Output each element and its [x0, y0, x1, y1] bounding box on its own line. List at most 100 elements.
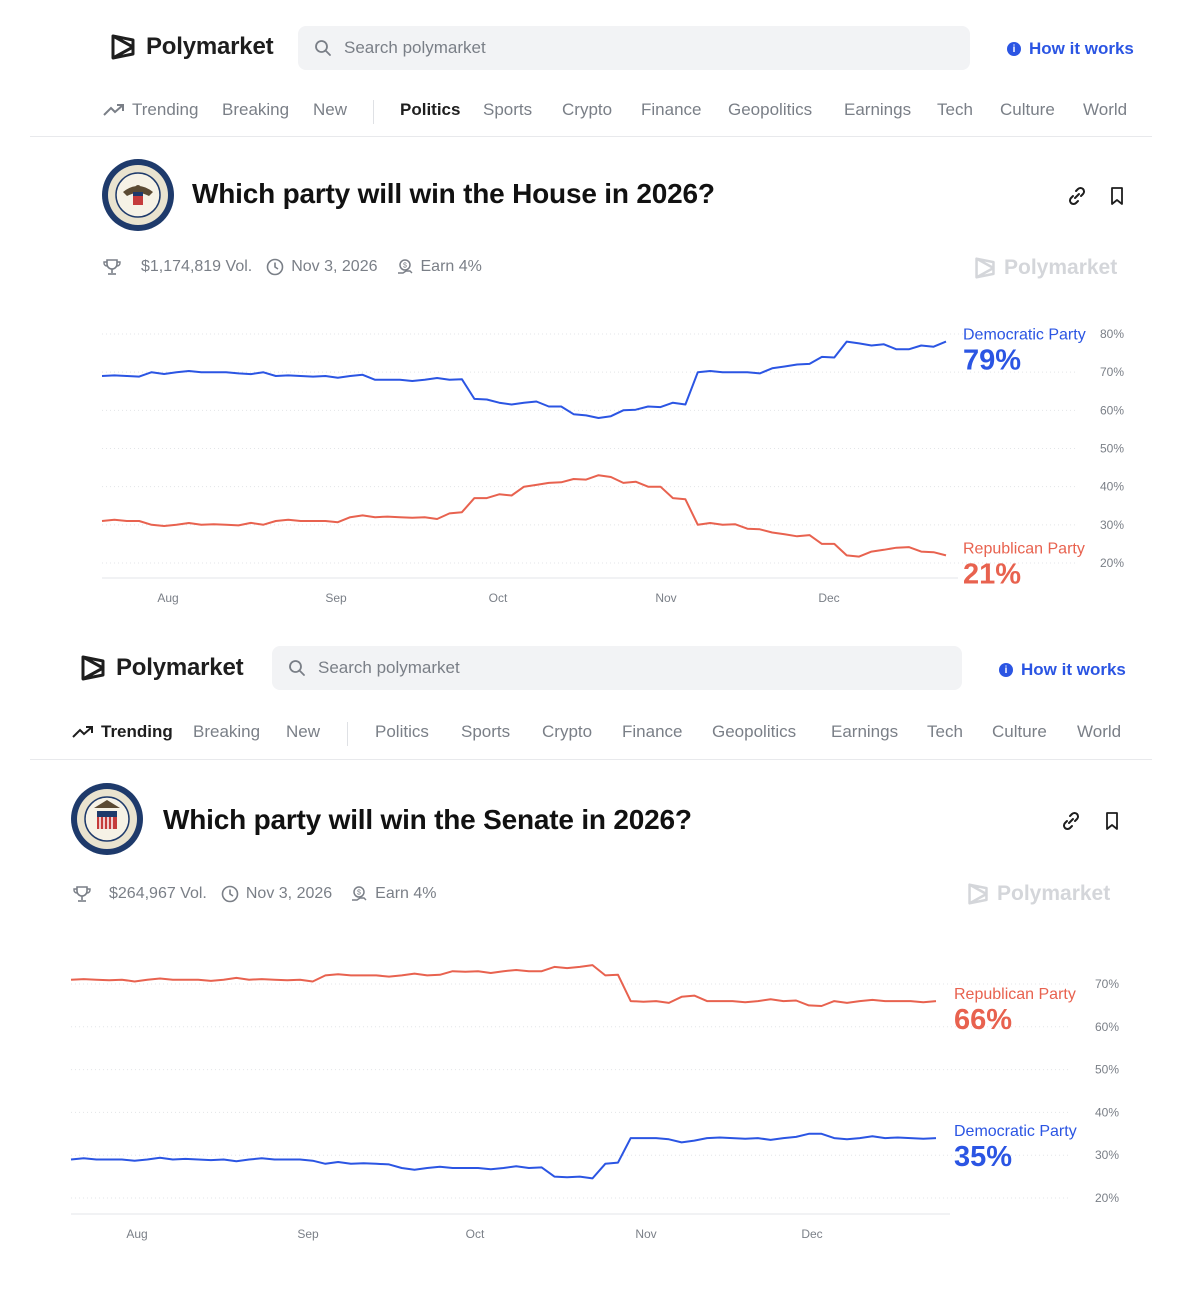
y-tick-label: 50% [1100, 442, 1124, 456]
tab-finance[interactable]: Finance [622, 722, 683, 741]
tab-earnings[interactable]: Earnings [831, 722, 899, 741]
y-tick-label: 80% [1100, 327, 1124, 341]
tab-trending[interactable]: Trending [71, 722, 173, 742]
nav-divider [373, 100, 374, 124]
market-meta: $1,174,819 Vol. Nov 3, 2026 $ Earn 4% [102, 257, 482, 277]
y-tick-label: 50% [1095, 1063, 1119, 1077]
how-it-works-link[interactable]: i How it works [999, 660, 1126, 680]
polymarket-logo-icon [111, 34, 135, 60]
bookmark-icon[interactable] [1101, 810, 1123, 832]
earn-info[interactable]: $ Earn 4% [350, 885, 437, 903]
tab-breaking[interactable]: Breaking [193, 722, 261, 741]
search-input[interactable] [344, 38, 844, 58]
market-title: Which party will win the House in 2026? [192, 178, 715, 209]
x-tick-label: Dec [801, 1227, 822, 1241]
how-it-works-link[interactable]: i How it works [1007, 39, 1134, 59]
series-legend-percent: 21% [963, 558, 1021, 590]
y-tick-label: 40% [1100, 480, 1124, 494]
x-tick-label: Nov [655, 591, 676, 605]
tab-tech[interactable]: Tech [937, 100, 973, 119]
y-tick-label: 40% [1095, 1105, 1119, 1119]
clock-icon [221, 885, 239, 903]
how-it-works-label: How it works [1021, 660, 1126, 679]
polymarket-logo-icon [975, 257, 995, 279]
series-line-democratic-party [101, 340, 947, 419]
tab-geopolitics[interactable]: Geopolitics [712, 722, 797, 741]
earn-info[interactable]: $ Earn 4% [396, 258, 482, 276]
tab-breaking[interactable]: Breaking [222, 100, 290, 119]
bookmark-icon[interactable] [1106, 185, 1128, 207]
tab-new[interactable]: New [313, 100, 348, 119]
x-tick-label: Oct [489, 591, 508, 605]
search-bar[interactable] [298, 26, 970, 70]
y-tick-label: 60% [1100, 403, 1124, 417]
y-tick-label: 70% [1100, 365, 1124, 379]
tab-sports[interactable]: Sports [461, 722, 511, 741]
tab-culture[interactable]: Culture [992, 722, 1047, 741]
y-tick-label: 30% [1100, 518, 1124, 532]
tab-crypto[interactable]: Crypto [542, 722, 593, 741]
series-legend-name: Democratic Party [954, 1123, 1077, 1140]
tab-sports[interactable]: Sports [483, 100, 533, 119]
market-meta: $264,967 Vol. Nov 3, 2026 $ Earn 4% [72, 884, 437, 904]
tab-culture[interactable]: Culture [1000, 100, 1055, 119]
tab-world[interactable]: World [1083, 100, 1128, 119]
house-seal-icon [102, 159, 174, 231]
tab-new[interactable]: New [286, 722, 321, 741]
tab-tech[interactable]: Tech [927, 722, 963, 741]
series-legend-percent: 35% [954, 1141, 1012, 1173]
coin-hand-icon: $ [352, 886, 367, 901]
tab-earnings[interactable]: Earnings [844, 100, 912, 119]
search-bar[interactable] [272, 646, 962, 690]
trending-up-icon [72, 726, 93, 738]
search-icon [315, 40, 331, 56]
market-title: Which party will win the Senate in 2026? [163, 804, 692, 835]
how-it-works-label: How it works [1029, 39, 1134, 58]
series-legend-name: Republican Party [963, 540, 1085, 557]
volume-info: $264,967 Vol. [72, 884, 207, 904]
x-tick-label: Aug [126, 1227, 147, 1241]
link-icon[interactable] [1066, 185, 1088, 207]
series-legend-percent: 66% [954, 1004, 1012, 1036]
x-tick-label: Sep [325, 591, 347, 605]
tab-finance[interactable]: Finance [641, 100, 702, 119]
polymarket-watermark: Polymarket [967, 882, 1110, 906]
tab-crypto[interactable]: Crypto [562, 100, 613, 119]
house-market-panel: Polymarket i How it works Trending Break… [0, 0, 1188, 620]
series-legend-percent: 79% [963, 345, 1021, 377]
series-line-democratic-party [70, 1132, 937, 1180]
category-nav: Trending Breaking New Politics Sports Cr… [0, 722, 1188, 762]
brand-logo[interactable]: Polymarket [110, 33, 274, 61]
info-icon: i [1007, 42, 1021, 56]
x-tick-label: Nov [635, 1227, 656, 1241]
senate-seal-icon [71, 783, 143, 855]
series-legend-name: Republican Party [954, 986, 1076, 1003]
tab-politics[interactable]: Politics [375, 722, 429, 741]
tab-politics[interactable]: Politics [400, 100, 461, 119]
tab-geopolitics[interactable]: Geopolitics [728, 100, 813, 119]
link-icon[interactable] [1060, 810, 1082, 832]
search-input[interactable] [318, 658, 818, 678]
trophy-icon [73, 886, 91, 902]
polymarket-logo-icon [81, 655, 105, 681]
y-tick-label: 20% [1100, 556, 1124, 570]
y-tick-label: 20% [1095, 1191, 1119, 1205]
top-bar: Polymarket i How it works [0, 0, 1188, 90]
y-tick-label: 30% [1095, 1148, 1119, 1162]
search-icon [289, 660, 305, 676]
tab-world[interactable]: World [1077, 722, 1122, 741]
end-date-info: Nov 3, 2026 [221, 885, 332, 903]
y-tick-label: 70% [1095, 977, 1119, 991]
info-icon: i [999, 663, 1013, 677]
svg-text:$: $ [357, 890, 361, 897]
x-tick-label: Oct [466, 1227, 485, 1241]
house-price-chart: 80% 70% 60% 50% 40% 30% 20% Aug Sep Oct Nov Dec Demo… [101, 327, 1124, 605]
coin-hand-icon: $ [397, 259, 412, 274]
brand-name: Polymarket [146, 33, 274, 60]
series-legend-name: Democratic Party [963, 327, 1086, 344]
svg-text:$: $ [403, 263, 407, 270]
brand-logo[interactable]: Polymarket [80, 654, 244, 682]
brand-name: Polymarket [116, 654, 244, 681]
x-tick-label: Dec [818, 591, 839, 605]
tab-trending[interactable]: Trending [102, 100, 198, 120]
